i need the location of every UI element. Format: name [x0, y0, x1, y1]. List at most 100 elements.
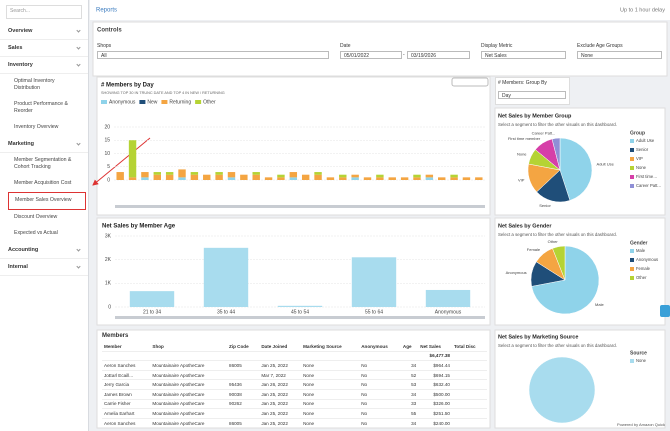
column-header[interactable]: Shop	[150, 342, 228, 352]
filter-input[interactable]: Net Sales	[481, 51, 566, 59]
cell: None	[301, 360, 360, 371]
cell: None	[301, 389, 360, 400]
legend-label: Senior	[636, 147, 649, 152]
cell: 33	[400, 399, 419, 410]
bar-segment	[314, 174, 322, 180]
nav-section[interactable]: Overview	[0, 23, 88, 40]
table-row: Aeron Sanches Mountainaire ApotheCare 8600…	[102, 418, 487, 426]
bar-segment	[450, 174, 458, 178]
bar-segment	[450, 177, 458, 180]
slice-label: Career Patt...	[532, 130, 556, 135]
cell: 90262	[227, 399, 260, 410]
date-from[interactable]: 05/01/2022	[340, 51, 402, 59]
date-to[interactable]: 03/19/2026	[407, 51, 470, 59]
x-tick-label: 45 to 54	[291, 309, 309, 315]
nav-section[interactable]: Accounting	[0, 242, 88, 259]
search-box[interactable]: Search...	[6, 5, 82, 19]
cell	[301, 351, 360, 362]
scroll-bar[interactable]	[115, 205, 485, 208]
table-row: Amelia Earhart Mountainaire ApotheCare Jan…	[102, 408, 487, 419]
cell: Mountainaire ApotheCare	[150, 399, 228, 410]
nav-item[interactable]: Product Performance & Reorder	[14, 101, 68, 114]
legend-swatch	[630, 359, 634, 363]
bar-segment	[339, 174, 347, 178]
legend-swatch	[195, 100, 202, 104]
column-header[interactable]: Zip Code	[227, 342, 260, 352]
cell: No	[359, 379, 401, 390]
cell: No	[359, 370, 401, 381]
y-tick-label: 20	[104, 124, 110, 130]
table-wrap: Member Shop Zip Code Date Joined Marketing S…	[102, 342, 487, 426]
cell: Mar 7, 2022	[259, 370, 302, 381]
column-header[interactable]: Total Disc	[451, 342, 487, 352]
bar-segment	[128, 140, 137, 178]
cell: Mountainaire ApotheCare	[150, 408, 228, 419]
nav-item[interactable]: Member Acquisition Cost	[14, 180, 72, 186]
cell: None	[301, 370, 360, 381]
slice-label: Other	[548, 239, 559, 244]
nav-item[interactable]: Discount Overview	[14, 214, 58, 220]
bar-segment	[141, 172, 149, 178]
cell: Carrie Fisher	[102, 399, 151, 410]
group-by-select[interactable]: Day	[498, 91, 566, 99]
nav-item[interactable]: Inventory Overview	[14, 124, 59, 130]
y-tick-label: 5	[107, 164, 110, 170]
legend-label: Anonymous	[109, 99, 136, 105]
bar-segment	[165, 174, 174, 180]
scroll-bar[interactable]	[115, 316, 485, 319]
filter-input[interactable]: None	[577, 51, 662, 59]
cell	[451, 379, 487, 390]
annotation-arrow	[92, 137, 151, 186]
cell: No	[359, 418, 401, 426]
nav-item[interactable]: Expected vs Actual	[14, 230, 58, 236]
bar-segment	[277, 174, 285, 178]
y-tick-label: 2K	[105, 257, 112, 263]
nav-section[interactable]: Inventory	[0, 57, 88, 74]
nav-item-active[interactable]: Member Sales Overview	[8, 192, 86, 210]
column-header[interactable]: Net Sales	[418, 342, 452, 352]
bar-segment	[277, 177, 285, 180]
x-tick-label: 55 to 64	[365, 309, 383, 315]
cell: Mountainaire ApotheCare	[150, 379, 228, 390]
legend-label: None	[636, 358, 647, 363]
bar-segment	[128, 177, 137, 180]
cell	[451, 408, 487, 419]
filter-input[interactable]: All	[97, 51, 329, 59]
nav-item[interactable]: Optimal Inventory Distribution	[14, 78, 55, 91]
legend-title: Gender	[630, 240, 648, 246]
chart-title: # Members by Day	[101, 83, 154, 89]
bar	[277, 305, 323, 307]
bar-segment	[289, 177, 298, 180]
bar	[203, 247, 249, 307]
bar-segment	[413, 177, 421, 180]
side-tab[interactable]	[660, 305, 670, 317]
bar-segment	[326, 177, 335, 180]
chart-subtitle: Select a segment to filter the other vis…	[498, 343, 617, 348]
nav-section[interactable]: Internal	[0, 259, 88, 276]
legend-swatch	[139, 100, 146, 104]
chart-subtitle: SHOWING TOP 30 IN TRUNC DATE AND TOP 4 I…	[101, 91, 225, 95]
pie-slice	[552, 245, 566, 281]
bar-segment	[289, 172, 298, 178]
visual-toolbar[interactable]	[451, 77, 489, 87]
y-tick-label: 1K	[105, 281, 112, 287]
nav-section[interactable]: Sales	[0, 40, 88, 57]
bar	[351, 257, 397, 307]
nav-item[interactable]: Member Segmentation & Cohort Tracking	[14, 157, 72, 170]
column-header[interactable]: Date Joined	[259, 342, 302, 352]
bar-segment	[153, 174, 161, 180]
pie-slice	[528, 356, 596, 424]
cell: $632.40	[418, 379, 452, 390]
cell: None	[301, 418, 360, 426]
column-header[interactable]: Member	[102, 342, 151, 352]
sidebar: Search... Overview Sales Inventory Optimal I…	[0, 0, 89, 431]
slice-label: First time member	[508, 136, 541, 141]
column-header[interactable]: Anonymous	[359, 342, 401, 352]
cell: Mountainaire ApotheCare	[150, 370, 228, 381]
column-header[interactable]: Age	[400, 342, 419, 352]
y-tick-label: 3K	[105, 233, 112, 239]
column-header[interactable]: Marketing Source	[301, 342, 360, 352]
nav-section[interactable]: Marketing	[0, 136, 88, 153]
chart-subtitle: Select a segment to filter the other vis…	[498, 122, 617, 127]
bar-segment	[376, 174, 384, 178]
